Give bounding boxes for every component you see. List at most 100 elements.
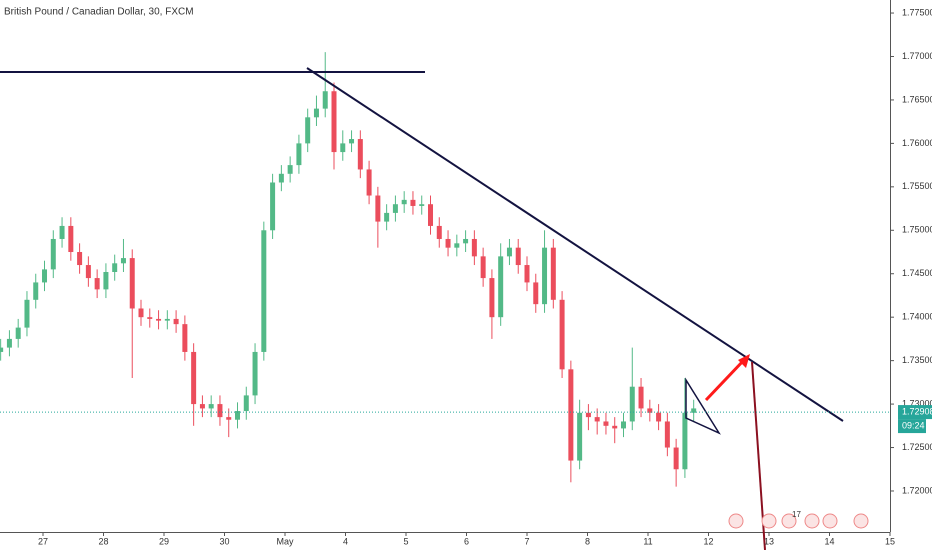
event-icon[interactable] <box>728 513 744 529</box>
event-icon[interactable] <box>781 513 797 529</box>
candle-body <box>164 318 170 321</box>
candle-body <box>568 369 574 461</box>
candle-body <box>357 139 363 170</box>
candle-body <box>515 247 521 266</box>
candle-body <box>191 351 197 405</box>
candle-body <box>647 408 653 413</box>
candle-body <box>454 243 460 248</box>
candle-body <box>33 282 39 300</box>
candle-body <box>173 318 179 325</box>
candle-body <box>0 347 4 352</box>
x-tick-label: 12 <box>703 536 713 546</box>
x-tick-label: 4 <box>343 536 348 546</box>
y-tick-label: 1.76000 <box>902 138 932 148</box>
y-tick-label: 1.77000 <box>902 51 932 61</box>
candle-body <box>428 204 434 226</box>
candle-body <box>691 408 697 413</box>
x-tick-label: 5 <box>403 536 408 546</box>
candle-body <box>77 252 83 266</box>
candle-body <box>24 299 30 328</box>
candle-body <box>243 395 249 412</box>
candle-body <box>550 247 556 300</box>
candle-body <box>199 404 205 409</box>
candle-body <box>577 412 583 461</box>
candle-body <box>401 199 407 205</box>
candle-body <box>147 317 153 319</box>
y-tick-label: 1.73500 <box>902 355 932 365</box>
candle-body <box>480 256 486 279</box>
candle-body <box>392 204 398 213</box>
candle-body <box>585 412 591 418</box>
candle-body <box>129 258 135 309</box>
countdown-badge <box>898 419 926 434</box>
x-tick-label: 6 <box>464 536 469 546</box>
candle-body <box>313 108 319 118</box>
candle-body <box>638 386 644 409</box>
candle-body <box>612 425 618 429</box>
candle-body <box>436 225 442 239</box>
candle-body <box>112 263 118 272</box>
y-tick-label: 1.75500 <box>902 181 932 191</box>
candle-body <box>471 238 477 257</box>
y-tick-label: 1.75000 <box>902 225 932 235</box>
event-icons <box>728 513 869 529</box>
chart-title: British Pound / Canadian Dollar, 30, FXC… <box>4 7 194 18</box>
candle-body <box>15 327 21 339</box>
candle-body <box>6 338 12 348</box>
y-tick-label: 1.76500 <box>902 94 932 104</box>
candle-body <box>366 169 372 196</box>
triangle-pattern <box>685 377 721 435</box>
candle-body <box>524 265 530 283</box>
x-tick-label: 29 <box>159 536 169 546</box>
candle-body <box>682 412 688 470</box>
candle-body <box>208 404 214 409</box>
candle-body <box>103 271 109 290</box>
candle-body <box>59 225 65 239</box>
candle-body <box>42 269 48 283</box>
x-tick-label: 28 <box>98 536 108 546</box>
candle-body <box>85 265 91 279</box>
candle-body <box>235 411 241 420</box>
candle-body <box>226 417 232 420</box>
x-tick-label: 30 <box>219 536 229 546</box>
candle-body <box>120 258 126 264</box>
x-tick-label: 27 <box>38 536 48 546</box>
candle-body <box>182 324 188 352</box>
candle-body <box>217 404 223 418</box>
candle-body <box>559 299 565 370</box>
y-tick-label: 1.77500 <box>902 7 932 17</box>
event-icon[interactable] <box>853 513 869 529</box>
countdown-label: 09:24 <box>902 420 925 430</box>
candle-body <box>156 318 162 321</box>
x-tick-label: 13 <box>764 536 774 546</box>
x-tick-label: 11 <box>643 536 652 546</box>
y-tick-label: 1.73000 <box>902 398 932 408</box>
candle-body <box>305 117 311 144</box>
candle-body <box>331 91 337 153</box>
candle-body <box>463 238 469 244</box>
current-price-label: 1.72908 <box>902 406 932 416</box>
y-tick-label: 1.74500 <box>902 268 932 278</box>
y-tick-label: 1.72000 <box>902 485 932 495</box>
event-icon[interactable] <box>822 513 838 529</box>
event-icon[interactable] <box>804 513 820 529</box>
x-tick-label: May <box>276 536 294 546</box>
candle-body <box>673 447 679 470</box>
event-icon[interactable] <box>761 513 777 529</box>
candle-body <box>664 421 670 448</box>
candle-body <box>375 195 381 222</box>
candle-body <box>349 139 355 144</box>
candle-body <box>594 417 600 422</box>
candle-body <box>261 230 267 352</box>
candle-body <box>629 386 635 422</box>
candle-body <box>533 282 539 305</box>
candle-body <box>419 204 425 206</box>
x-tick-label: 7 <box>524 536 529 546</box>
candle-body <box>50 238 56 270</box>
candle-body <box>252 351 258 396</box>
candle-body <box>410 199 416 206</box>
candle-body <box>498 256 504 318</box>
candle-body <box>384 212 390 222</box>
